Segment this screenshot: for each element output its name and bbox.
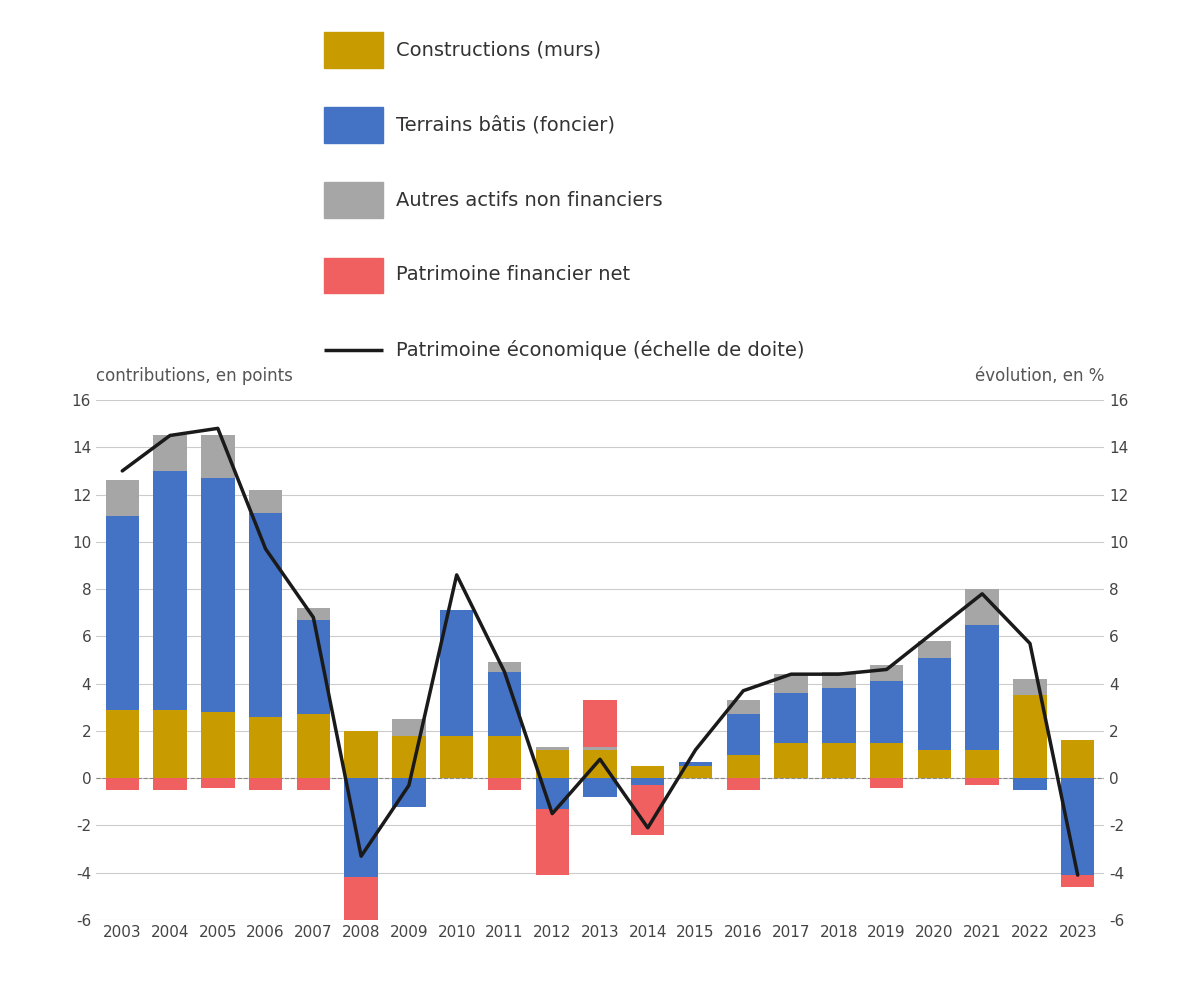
Bar bbox=[583, 747, 617, 750]
Bar bbox=[154, 710, 187, 778]
Bar bbox=[154, 435, 187, 471]
Bar bbox=[487, 736, 521, 778]
Bar bbox=[822, 672, 856, 688]
Bar bbox=[1061, 778, 1094, 875]
Bar bbox=[248, 778, 282, 790]
Bar bbox=[870, 778, 904, 788]
Bar bbox=[296, 778, 330, 790]
Bar bbox=[774, 743, 808, 778]
Bar bbox=[154, 471, 187, 710]
Bar bbox=[344, 731, 378, 778]
Bar bbox=[726, 755, 760, 778]
Bar bbox=[918, 658, 952, 750]
Bar bbox=[966, 750, 998, 778]
Bar bbox=[679, 766, 713, 778]
Bar bbox=[440, 736, 474, 778]
Bar bbox=[296, 714, 330, 778]
Bar bbox=[966, 625, 998, 750]
Text: évolution, en %: évolution, en % bbox=[974, 367, 1104, 385]
Bar bbox=[774, 674, 808, 693]
Bar bbox=[535, 778, 569, 809]
Bar bbox=[679, 762, 713, 766]
Bar bbox=[1013, 679, 1046, 695]
Text: contributions, en points: contributions, en points bbox=[96, 367, 293, 385]
Bar bbox=[440, 610, 474, 736]
Bar bbox=[726, 778, 760, 790]
Bar bbox=[1061, 875, 1094, 887]
Bar bbox=[822, 743, 856, 778]
Bar bbox=[1013, 778, 1046, 790]
Bar bbox=[583, 750, 617, 778]
Bar bbox=[154, 778, 187, 790]
Bar bbox=[392, 736, 426, 778]
Bar bbox=[106, 480, 139, 516]
Bar bbox=[966, 589, 998, 625]
Bar bbox=[248, 513, 282, 717]
Bar bbox=[870, 743, 904, 778]
Bar bbox=[1061, 740, 1094, 778]
Bar bbox=[106, 710, 139, 778]
Bar bbox=[918, 750, 952, 778]
Bar bbox=[248, 490, 282, 513]
Text: Terrains bâtis (foncier): Terrains bâtis (foncier) bbox=[396, 115, 616, 134]
Bar bbox=[202, 778, 234, 788]
Bar bbox=[535, 747, 569, 750]
Bar bbox=[774, 693, 808, 743]
Bar bbox=[726, 714, 760, 755]
Bar bbox=[918, 641, 952, 658]
Bar bbox=[583, 778, 617, 797]
Bar bbox=[344, 778, 378, 877]
Bar bbox=[487, 672, 521, 736]
Bar bbox=[1013, 695, 1046, 778]
Bar bbox=[535, 809, 569, 875]
Text: Autres actifs non financiers: Autres actifs non financiers bbox=[396, 191, 662, 210]
Bar bbox=[870, 665, 904, 681]
Bar bbox=[726, 700, 760, 714]
Bar bbox=[344, 877, 378, 991]
Bar bbox=[966, 778, 998, 785]
Bar bbox=[106, 778, 139, 790]
Bar bbox=[822, 688, 856, 743]
Bar bbox=[487, 662, 521, 672]
Bar bbox=[202, 478, 234, 712]
Bar bbox=[296, 620, 330, 714]
Bar bbox=[631, 785, 665, 835]
Bar bbox=[631, 778, 665, 785]
Text: Patrimoine financier net: Patrimoine financier net bbox=[396, 265, 630, 284]
Bar bbox=[248, 717, 282, 778]
Bar bbox=[392, 719, 426, 736]
Bar bbox=[202, 712, 234, 778]
Bar bbox=[392, 778, 426, 807]
Text: Patrimoine économique (échelle de doite): Patrimoine économique (échelle de doite) bbox=[396, 340, 804, 360]
Bar bbox=[535, 750, 569, 778]
Bar bbox=[202, 435, 234, 478]
Bar bbox=[296, 608, 330, 620]
Bar bbox=[487, 778, 521, 790]
Bar bbox=[106, 516, 139, 710]
Text: Constructions (murs): Constructions (murs) bbox=[396, 40, 601, 60]
Bar bbox=[631, 766, 665, 778]
Bar bbox=[870, 681, 904, 743]
Bar bbox=[583, 700, 617, 747]
